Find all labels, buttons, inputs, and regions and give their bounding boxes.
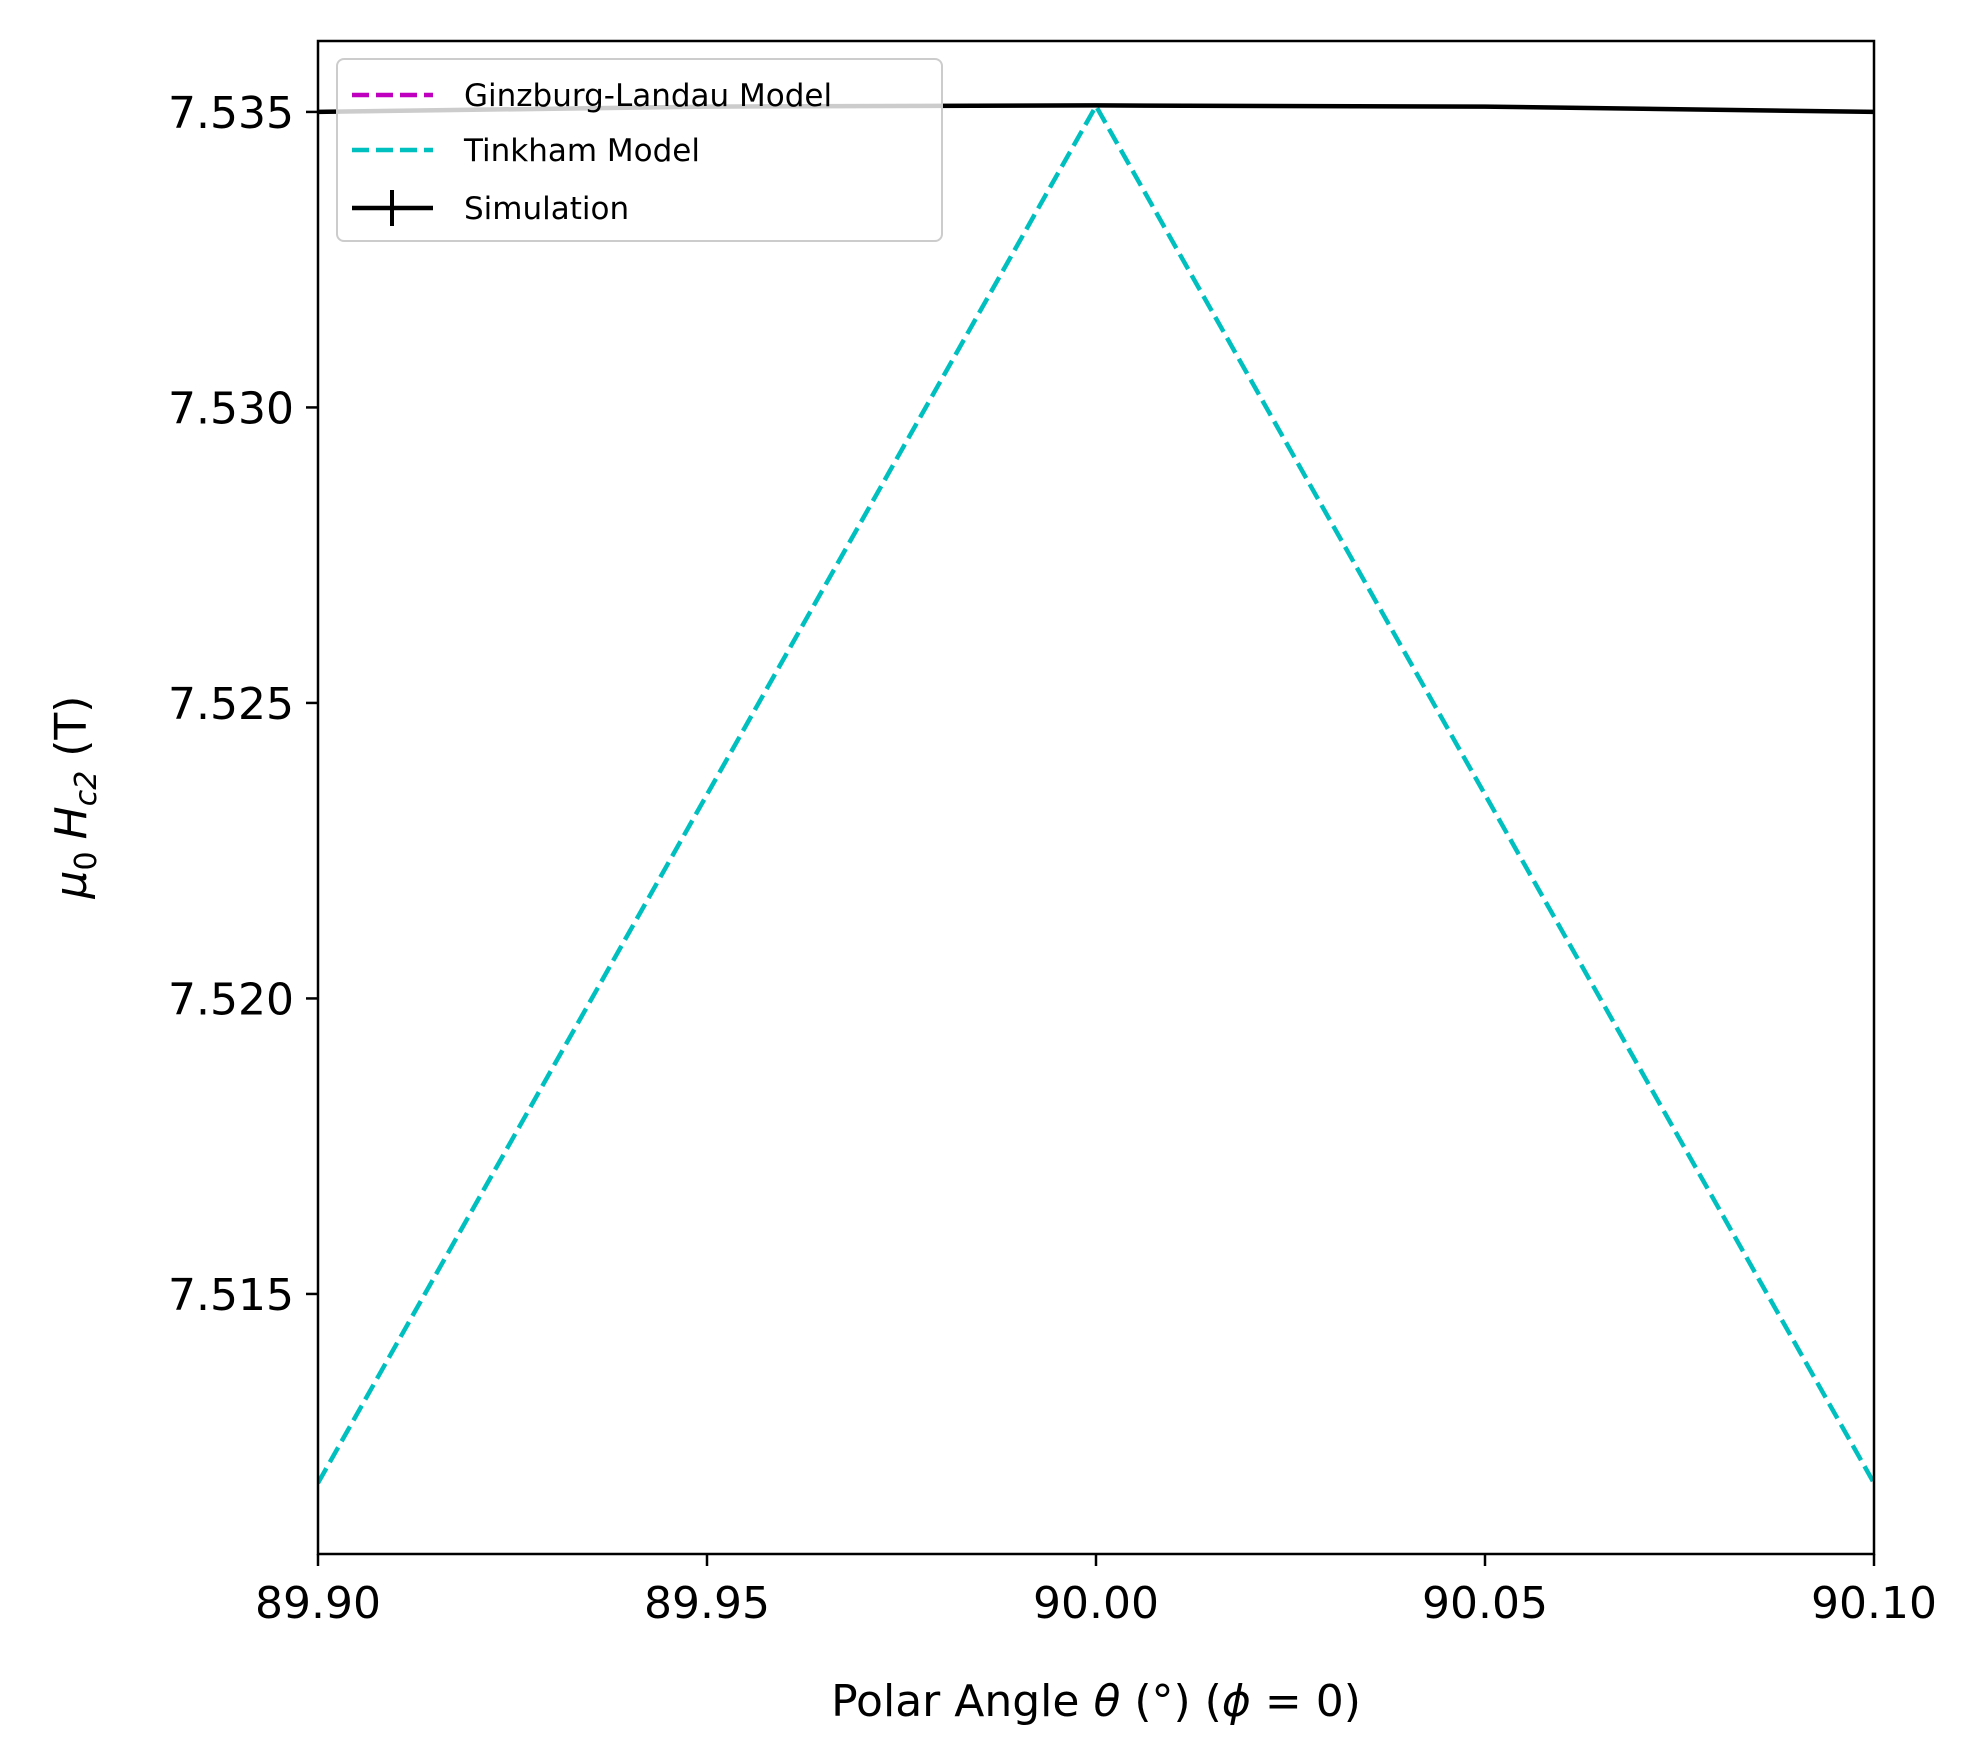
x-tick-label: 90.05 [1422,1578,1548,1629]
x-axis-label-suffix: = 0) [1251,1676,1361,1727]
x-axis-label-mid: (°) ( [1120,1676,1221,1727]
legend-label-tinkham: Tinkham Model [463,133,700,169]
y-axis-label-h: H [46,806,97,839]
legend-label-ginzburg-landau: Ginzburg-Landau Model [464,78,832,114]
y-tick-label: 7.520 [168,974,294,1025]
y-tick-label: 7.525 [168,679,294,730]
x-tick-label: 90.00 [1033,1578,1159,1629]
legend-item-simulation: Simulation [352,190,629,227]
x-tick-label: 89.95 [644,1578,770,1629]
legend-label-simulation: Simulation [464,191,629,227]
y-tick-label: 7.515 [168,1270,294,1321]
x-axis: 89.90 89.95 90.00 90.05 90.10 [255,1554,1937,1629]
y-tick-label: 7.535 [168,88,294,139]
y-axis: 7.515 7.520 7.525 7.530 7.535 [168,88,318,1321]
x-axis-label-phi: ϕ [1222,1676,1251,1727]
legend-item-ginzburg-landau: Ginzburg-Landau Model [352,78,832,114]
legend: Ginzburg-Landau Model Tinkham Model Simu… [336,58,943,242]
data-point-simulation [1095,104,1097,107]
y-axis-label-mu-sub: 0 [69,851,104,870]
x-tick-label: 89.90 [255,1578,381,1629]
legend-box [336,58,943,242]
y-axis-label: μ0 Hc2 (T) [46,696,104,900]
y-axis-label-h-sub: c2 [69,771,104,807]
x-axis-label-prefix: Polar Angle [831,1676,1093,1727]
x-tick-label: 90.10 [1811,1578,1937,1629]
y-tick-label: 7.530 [168,383,294,434]
y-axis-label-unit: (T) [46,696,97,771]
y-axis-label-mu: μ [46,870,97,899]
data-point-simulation [1484,105,1486,108]
x-axis-label: Polar Angle θ (°) (ϕ = 0) [831,1676,1361,1727]
legend-item-tinkham: Tinkham Model [352,133,700,169]
x-axis-label-theta: θ [1093,1676,1120,1727]
